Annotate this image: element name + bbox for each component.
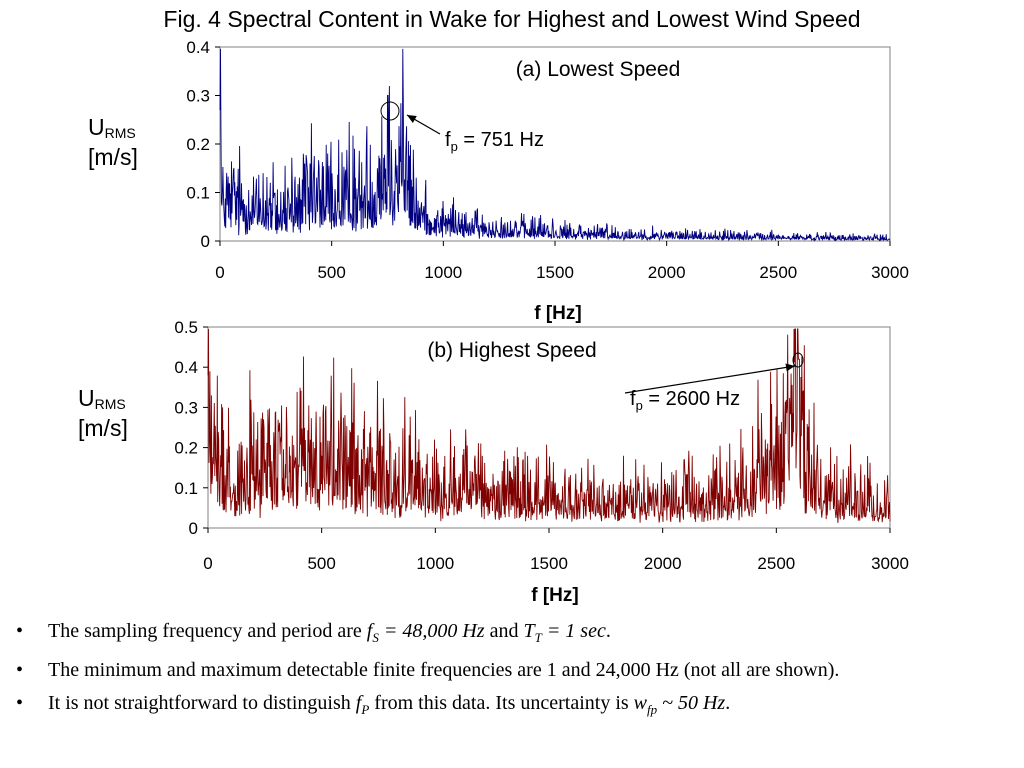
x-tick-label: 0 (203, 554, 212, 573)
bullet-text: The sampling frequency and period are (48, 620, 367, 642)
ylabel-b-sub: RMS (94, 396, 126, 412)
ylabel-b-unit: [m/s] (78, 415, 128, 441)
bullet-text: It is not straightforward to distinguish (48, 692, 356, 714)
y-tick-label: 0.3 (174, 398, 198, 417)
y-tick-label: 0.2 (186, 135, 210, 154)
bullet-sampling: • The sampling frequency and period are … (0, 618, 1000, 651)
y-tick-label: 0 (201, 232, 210, 251)
peak-arrowhead (407, 115, 417, 123)
bullet-uncertainty: • It is not straightforward to distingui… (0, 690, 1000, 723)
y-tick-label: 0.2 (174, 439, 198, 458)
bullet-detectable: • The minimum and maximum detectable fin… (0, 657, 1000, 684)
spectrum-series (219, 48, 891, 242)
peak-annotation-label: fp = 2600 Hz (630, 388, 740, 413)
x-tick-label: 1500 (530, 554, 568, 573)
ylabel-a-sub: RMS (104, 125, 136, 141)
bullet-list: • The sampling frequency and period are … (0, 618, 1000, 729)
x-tick-label: 2000 (644, 554, 682, 573)
ylabel-a: URMS [m/s] (88, 114, 138, 171)
wfp-symbol: wfp ~ 50 Hz (633, 692, 726, 717)
y-tick-label: 0.1 (174, 479, 198, 498)
peak-arrowhead (785, 363, 795, 372)
y-tick-label: 0 (189, 519, 198, 538)
bullet-text: . (605, 620, 611, 642)
spectrum-series (207, 328, 891, 524)
bullet-text: The minimum and maximum detectable finit… (48, 659, 840, 681)
x-tick-label: 3000 (871, 554, 909, 573)
ylabel-b: URMS [m/s] (78, 385, 128, 442)
ylabel-a-main: U (88, 114, 105, 140)
bullet-text: . (725, 692, 731, 714)
fp-symbol: fP (355, 692, 370, 717)
x-tick-label: 0 (215, 263, 224, 282)
peak-marker-circle (792, 352, 804, 368)
y-tick-label: 0.3 (186, 87, 210, 106)
y-tick-label: 0.4 (174, 358, 198, 377)
peak-arrow (624, 365, 796, 394)
ylabel-a-unit: [m/s] (88, 144, 138, 170)
chart-title: (b) Highest Speed (427, 339, 596, 362)
x-tick-label: 2000 (648, 263, 686, 282)
x-tick-label: 500 (317, 263, 345, 282)
x-tick-label: 1000 (424, 263, 462, 282)
x-tick-label: 3000 (871, 263, 909, 282)
bullet-text: and (484, 620, 524, 642)
x-tick-label: 2500 (757, 554, 795, 573)
peak-marker-circle (380, 101, 400, 121)
y-tick-label: 0.5 (174, 318, 198, 337)
bullet-dot: • (16, 620, 24, 642)
peak-annotation-label: fp = 751 Hz (445, 129, 544, 154)
chart-title: (a) Lowest Speed (516, 58, 681, 81)
fs-symbol: fS = 48,000 Hz (366, 620, 485, 645)
y-tick-label: 0.4 (186, 38, 210, 57)
x-tick-label: 1000 (416, 554, 454, 573)
x-axis-label: f [Hz] (534, 303, 581, 324)
tt-symbol: TT = 1 sec (523, 620, 606, 645)
x-tick-label: 2500 (759, 263, 797, 282)
x-tick-label: 1500 (536, 263, 574, 282)
bullet-text: from this data. Its uncertainty is (369, 692, 634, 714)
bullet-dot: • (16, 659, 24, 681)
ylabel-b-main: U (78, 385, 95, 411)
bullet-dot: • (16, 692, 24, 714)
y-tick-label: 0.1 (186, 184, 210, 203)
x-axis-label: f [Hz] (531, 585, 578, 606)
slide-title: Fig. 4 Spectral Content in Wake for High… (163, 6, 861, 32)
x-tick-label: 500 (307, 554, 335, 573)
